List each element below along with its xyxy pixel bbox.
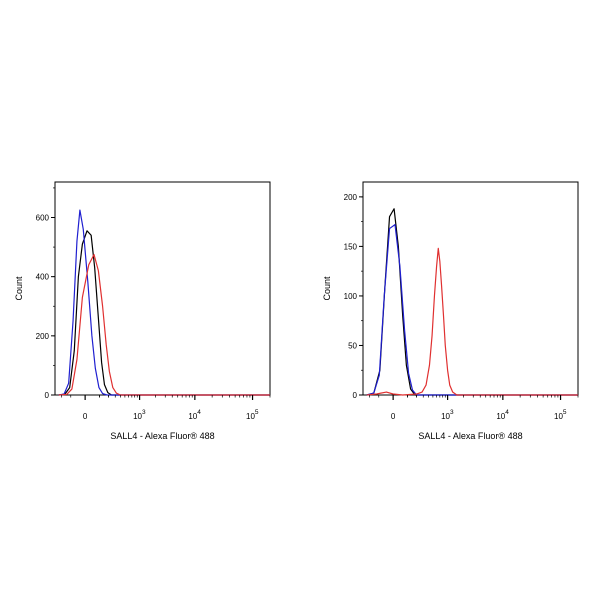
- x-tick-label: 105: [554, 409, 567, 421]
- y-tick-label: 0: [45, 391, 50, 400]
- right-histogram-panel: 0 50 100 150 200 0 103 104 105 SALL4 - Alexa Fluo…: [322, 181, 579, 441]
- left-histogram-panel: 0 200 400 600 0 103 104 105 SALL4 - Alexa Fluor®…: [14, 181, 271, 441]
- y-tick-label: 50: [348, 341, 357, 350]
- x-axis-label: SALL4 - Alexa Fluor® 488: [418, 431, 522, 441]
- y-axis-label: Count: [322, 276, 332, 301]
- y-tick-label: 200: [36, 332, 50, 341]
- histogram-series-3: [366, 247, 578, 396]
- histogram-series-1: [366, 208, 578, 396]
- histogram-series-2: [366, 224, 578, 396]
- y-tick-label: 600: [36, 214, 50, 223]
- x-tick-label: 103: [441, 409, 454, 421]
- x-tick-label: 104: [496, 409, 509, 421]
- x-tick-label: 0: [391, 412, 396, 421]
- y-tick-label: 400: [36, 273, 50, 282]
- y-axis-label: Count: [14, 276, 24, 301]
- y-tick-label: 100: [344, 292, 358, 301]
- y-tick-label: 200: [344, 193, 358, 202]
- y-tick-label: 150: [344, 242, 358, 251]
- x-tick-label: 103: [133, 409, 146, 421]
- x-tick-label: 105: [246, 409, 259, 421]
- plot-frame: [54, 181, 271, 396]
- x-tick-label: 0: [83, 412, 88, 421]
- y-tick-label: 0: [353, 391, 358, 400]
- x-tick-label: 104: [188, 409, 201, 421]
- histogram-series-3: [58, 253, 270, 396]
- x-axis-label: SALL4 - Alexa Fluor® 488: [110, 431, 214, 441]
- histogram-series-2: [58, 209, 270, 396]
- histogram-series-1: [58, 230, 270, 396]
